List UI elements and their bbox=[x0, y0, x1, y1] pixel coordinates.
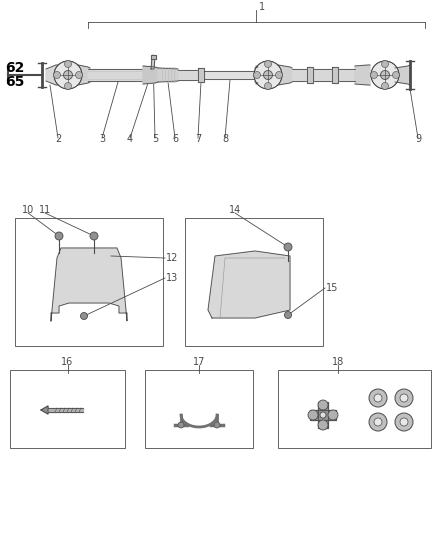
Circle shape bbox=[328, 410, 338, 420]
Circle shape bbox=[374, 394, 382, 402]
Polygon shape bbox=[88, 69, 145, 81]
Circle shape bbox=[308, 410, 318, 420]
Circle shape bbox=[75, 71, 82, 78]
Polygon shape bbox=[143, 66, 158, 84]
Text: 11: 11 bbox=[39, 205, 51, 215]
Text: 8: 8 bbox=[222, 134, 228, 144]
Text: 2: 2 bbox=[55, 134, 61, 144]
Polygon shape bbox=[318, 402, 328, 428]
Text: 4: 4 bbox=[127, 134, 133, 144]
Circle shape bbox=[254, 71, 261, 78]
Circle shape bbox=[81, 312, 88, 319]
Polygon shape bbox=[198, 68, 204, 82]
Circle shape bbox=[54, 61, 82, 89]
Circle shape bbox=[400, 394, 408, 402]
Circle shape bbox=[276, 71, 283, 78]
Text: 14: 14 bbox=[229, 205, 241, 215]
Polygon shape bbox=[355, 65, 370, 85]
Circle shape bbox=[371, 71, 378, 78]
Circle shape bbox=[214, 422, 220, 428]
Circle shape bbox=[395, 389, 413, 407]
Polygon shape bbox=[204, 71, 255, 79]
Circle shape bbox=[178, 422, 184, 428]
Text: 6: 6 bbox=[172, 134, 178, 144]
Circle shape bbox=[53, 71, 60, 78]
Circle shape bbox=[371, 61, 399, 89]
Bar bbox=[10, 370, 125, 448]
Text: 1: 1 bbox=[259, 2, 265, 12]
Text: 65: 65 bbox=[5, 75, 25, 89]
Polygon shape bbox=[48, 408, 83, 412]
Circle shape bbox=[254, 61, 282, 89]
Text: 13: 13 bbox=[166, 273, 178, 283]
Polygon shape bbox=[151, 55, 156, 59]
Circle shape bbox=[285, 311, 292, 319]
Circle shape bbox=[264, 70, 272, 79]
Circle shape bbox=[381, 61, 389, 68]
Polygon shape bbox=[255, 66, 258, 84]
Text: 5: 5 bbox=[152, 134, 158, 144]
Text: 17: 17 bbox=[193, 357, 205, 367]
Polygon shape bbox=[178, 70, 200, 80]
Bar bbox=[145, 370, 253, 448]
Polygon shape bbox=[78, 65, 90, 85]
Polygon shape bbox=[51, 248, 127, 321]
Text: 12: 12 bbox=[166, 253, 178, 263]
Text: 18: 18 bbox=[332, 357, 344, 367]
Circle shape bbox=[400, 418, 408, 426]
Circle shape bbox=[265, 61, 272, 68]
Polygon shape bbox=[46, 65, 58, 85]
Polygon shape bbox=[41, 406, 48, 414]
Text: 3: 3 bbox=[99, 134, 105, 144]
Text: 15: 15 bbox=[326, 283, 339, 293]
Circle shape bbox=[381, 83, 389, 90]
Polygon shape bbox=[208, 251, 290, 318]
Circle shape bbox=[265, 83, 272, 90]
Text: 62: 62 bbox=[5, 61, 25, 75]
Bar bbox=[278, 370, 431, 448]
Polygon shape bbox=[151, 57, 155, 69]
Circle shape bbox=[369, 413, 387, 431]
Text: 7: 7 bbox=[195, 134, 201, 144]
Circle shape bbox=[320, 412, 326, 418]
Circle shape bbox=[55, 232, 63, 240]
Polygon shape bbox=[278, 65, 292, 85]
Circle shape bbox=[64, 61, 71, 68]
Circle shape bbox=[318, 400, 328, 410]
Circle shape bbox=[369, 389, 387, 407]
Polygon shape bbox=[395, 65, 410, 85]
Bar bbox=[185, 218, 323, 346]
Circle shape bbox=[392, 71, 399, 78]
Circle shape bbox=[90, 232, 98, 240]
Polygon shape bbox=[310, 410, 336, 420]
Polygon shape bbox=[292, 69, 355, 81]
Circle shape bbox=[64, 83, 71, 90]
Bar bbox=[15, 218, 163, 346]
Polygon shape bbox=[332, 67, 338, 83]
Circle shape bbox=[64, 70, 73, 79]
Text: 9: 9 bbox=[415, 134, 421, 144]
Text: 10: 10 bbox=[22, 205, 34, 215]
Circle shape bbox=[395, 413, 413, 431]
Text: 16: 16 bbox=[61, 357, 74, 367]
Circle shape bbox=[374, 418, 382, 426]
Polygon shape bbox=[158, 68, 178, 82]
Circle shape bbox=[381, 70, 389, 79]
Circle shape bbox=[284, 243, 292, 251]
Circle shape bbox=[318, 420, 328, 430]
Polygon shape bbox=[307, 67, 313, 83]
